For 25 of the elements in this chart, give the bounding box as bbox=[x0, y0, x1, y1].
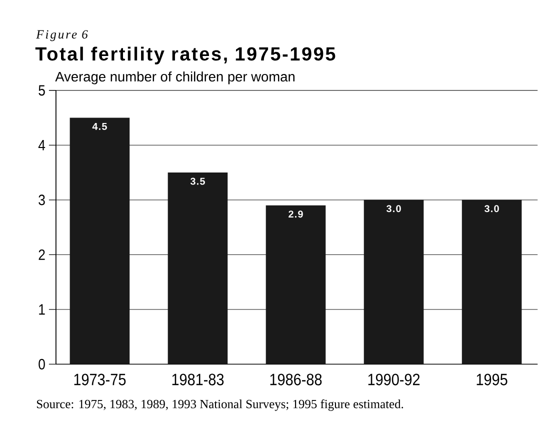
x-tick-label: 1981-83 bbox=[172, 374, 224, 386]
data-label: 3.0 bbox=[484, 205, 499, 212]
y-tick-label: 1 bbox=[39, 304, 45, 315]
bar bbox=[266, 206, 326, 364]
y-tick-label: 5 bbox=[38, 85, 45, 96]
y-axis-title: Average number of children per woman bbox=[55, 72, 294, 84]
x-tick-label: 1990-92 bbox=[368, 374, 420, 386]
bar bbox=[168, 172, 228, 364]
bar bbox=[462, 200, 522, 364]
data-label: 3.0 bbox=[386, 205, 401, 212]
data-label: 2.9 bbox=[288, 210, 303, 218]
x-tick-label: 1973-75 bbox=[74, 374, 126, 386]
chart-title: Total fertility rates, 1975-1995 bbox=[35, 46, 336, 65]
y-tick-label: 4 bbox=[38, 140, 46, 150]
data-label: 3.5 bbox=[190, 178, 205, 185]
data-label: 4.5 bbox=[92, 123, 107, 130]
y-tick-label: 3 bbox=[38, 194, 45, 206]
bar bbox=[364, 200, 424, 364]
y-tick-label: 2 bbox=[38, 250, 45, 260]
x-tick-label: 1995 bbox=[476, 374, 508, 386]
bar bbox=[70, 118, 130, 364]
caption: Figure 6 bbox=[36, 30, 88, 42]
x-tick-label: 1986-88 bbox=[270, 374, 322, 386]
y-tick-label: 0 bbox=[38, 359, 45, 370]
source-note: Source: 1975, 1983, 1989, 1993 National Surveys; 1995 figure estimated. bbox=[37, 400, 404, 412]
